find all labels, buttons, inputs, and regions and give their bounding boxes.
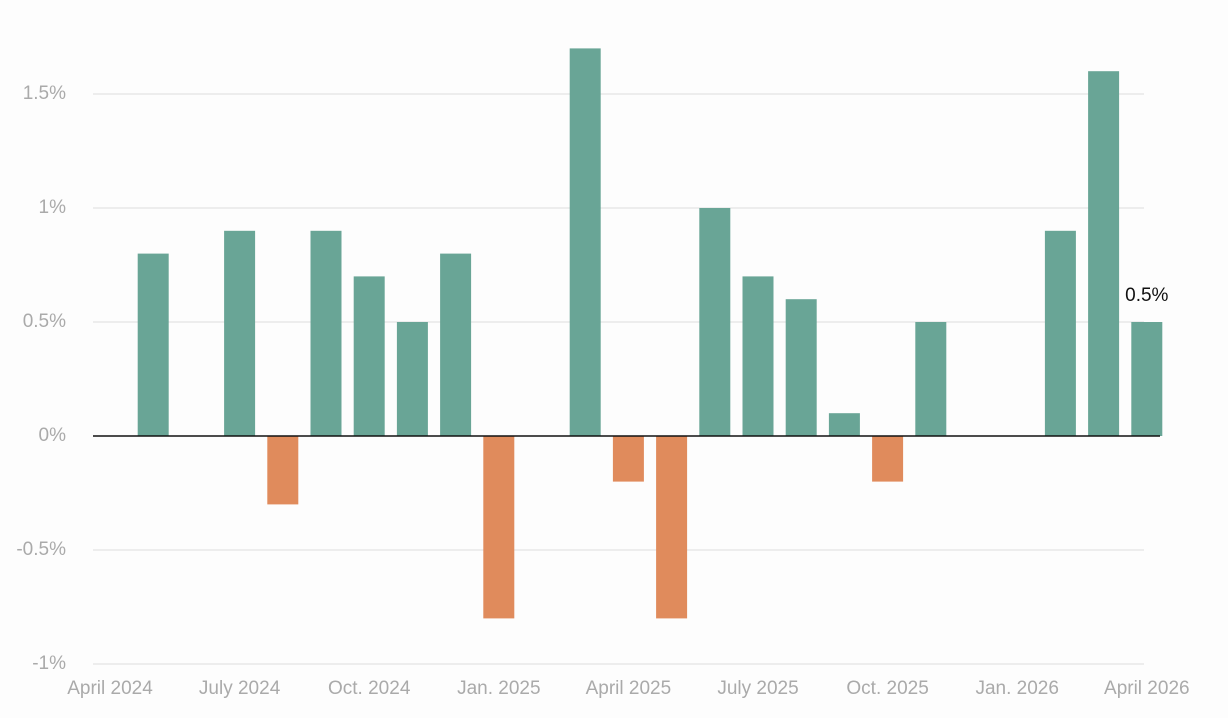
bar: [440, 253, 472, 436]
bar: [1088, 71, 1120, 436]
bar: [872, 436, 904, 482]
x-tick-label: Oct. 2024: [328, 678, 411, 699]
x-tick-label: Oct. 2025: [846, 678, 928, 699]
y-tick-label: 1%: [39, 197, 67, 218]
y-tick-label: 0%: [39, 425, 67, 446]
bar: [224, 230, 256, 436]
y-tick-label: -0.5%: [16, 539, 66, 560]
y-tick-label: 0.5%: [23, 311, 66, 332]
x-tick-label: April 2026: [1104, 678, 1190, 699]
bar: [656, 436, 688, 619]
bar: [267, 436, 299, 505]
x-tick-label: Jan. 2025: [457, 678, 540, 699]
x-tick-label: April 2025: [586, 678, 672, 699]
x-tick-label: July 2025: [717, 678, 798, 699]
value-label: 0.5%: [1125, 285, 1168, 306]
bar: [612, 436, 644, 482]
x-tick-label: Jan. 2026: [975, 678, 1058, 699]
x-tick-label: July 2024: [199, 678, 281, 699]
x-tick-label: April 2024: [67, 678, 153, 699]
bar: [1044, 230, 1076, 436]
bar: [137, 253, 169, 436]
bar: [1131, 322, 1163, 436]
y-tick-label: 1.5%: [23, 83, 66, 104]
bar: [915, 322, 947, 436]
bar: [353, 276, 385, 436]
bar: [569, 48, 601, 437]
bar: [742, 276, 774, 436]
bar: [310, 230, 342, 436]
bar: [483, 436, 515, 619]
bar: [785, 299, 817, 436]
y-tick-label: -1%: [32, 653, 66, 674]
bar: [699, 208, 731, 436]
bar: [828, 413, 860, 436]
bar: [396, 322, 428, 436]
